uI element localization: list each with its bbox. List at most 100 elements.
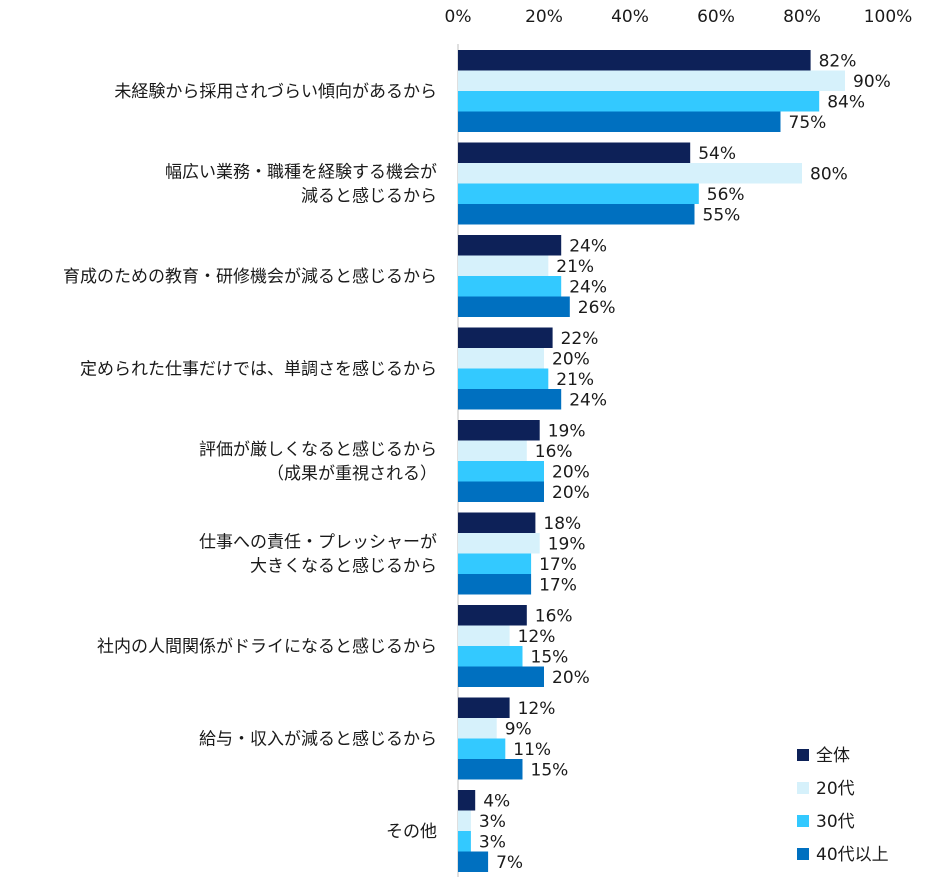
bar [458,389,562,410]
legend-label: 30代 [816,812,855,832]
legend-label: 全体 [816,746,850,766]
bar [458,512,536,533]
bar [458,368,549,389]
data-label: 15% [531,647,569,667]
data-label: 80% [810,164,848,184]
data-label: 3% [479,832,506,852]
legend-swatch [797,815,809,827]
bar [458,625,510,646]
bar [458,718,497,739]
category-labels: 未経験から採用されづらい傾向があるから幅広い業務・職種を経験する機会が減ると感じ… [63,82,437,842]
data-label: 12% [518,699,556,719]
bar [458,440,527,461]
data-label: 56% [707,185,745,205]
bar [458,810,471,831]
category-label: 評価が厳しくなると感じるから [199,440,437,460]
bar [458,255,549,276]
data-label: 24% [569,277,607,297]
bar [458,533,540,554]
data-label: 17% [539,555,577,575]
bar [458,327,553,348]
data-label: 55% [703,205,741,225]
bar [458,183,699,204]
category-label: 幅広い業務・職種を経験する機会が [165,163,437,183]
data-label: 7% [496,853,523,873]
data-label: 19% [548,534,586,554]
data-label: 90% [853,72,891,92]
bar [458,738,506,759]
bar [458,605,527,626]
bar [458,759,523,780]
data-label: 19% [548,421,586,441]
x-tick-label: 100% [864,7,913,27]
data-label: 21% [556,257,594,277]
bar [458,790,476,811]
bar [458,574,532,595]
bar [458,831,471,852]
bar [458,851,489,872]
category-label: その他 [386,822,437,842]
category-label: 減ると感じるから [301,187,437,207]
bar [458,91,820,112]
category-label: 定められた仕事だけでは、単調さを感じるから [80,360,437,380]
bar [458,163,802,184]
bar [458,697,510,718]
data-label: 20% [552,668,590,688]
x-tick-label: 60% [697,7,735,27]
bar [458,70,845,91]
bar [458,50,811,71]
data-label: 24% [569,236,607,256]
bar [458,204,695,225]
data-label: 82% [819,51,857,71]
value-labels: 82%90%84%75%54%80%56%55%24%21%24%26%22%2… [479,51,891,873]
bar [458,461,544,482]
bar [458,111,781,132]
legend-label: 40代以上 [816,845,889,865]
legend-swatch [797,782,809,794]
data-label: 20% [552,349,590,369]
bar [458,481,544,502]
data-label: 20% [552,462,590,482]
category-label: （成果が重視される） [267,464,437,484]
data-label: 18% [543,514,581,534]
data-label: 84% [827,92,865,112]
data-label: 16% [535,442,573,462]
category-label: 給与・収入が減ると感じるから [199,730,437,750]
category-label: 大きくなると感じるから [250,557,437,577]
bar [458,646,523,667]
bar [458,296,570,317]
data-label: 22% [561,329,599,349]
data-label: 75% [789,113,827,133]
data-label: 21% [556,370,594,390]
legend-swatch [797,848,809,860]
data-label: 3% [479,812,506,832]
category-label: 社内の人間関係がドライになると感じるから [97,637,437,657]
bar [458,553,532,574]
x-axis-tick-labels: 0% 20% 40% 60% 80% 100% [445,7,913,27]
data-label: 4% [483,791,510,811]
data-label: 9% [505,719,532,739]
bar [458,420,540,441]
bar [458,348,544,369]
data-label: 20% [552,483,590,503]
data-label: 16% [535,606,573,626]
x-tick-label: 40% [611,7,649,27]
data-label: 12% [518,627,556,647]
legend: 全体 20代 30代 40代以上 [797,746,889,865]
x-tick-label: 20% [525,7,563,27]
legend-label: 20代 [816,779,855,799]
data-label: 24% [569,390,607,410]
x-tick-label: 0% [445,7,472,27]
bar [458,276,562,297]
data-label: 26% [578,298,616,318]
data-label: 17% [539,575,577,595]
bars [458,50,845,872]
category-label: 育成のための教育・研修機会が減ると感じるから [63,267,437,287]
bar [458,235,562,256]
data-label: 11% [513,740,551,760]
data-label: 15% [531,760,569,780]
bar [458,142,691,163]
bar [458,666,544,687]
